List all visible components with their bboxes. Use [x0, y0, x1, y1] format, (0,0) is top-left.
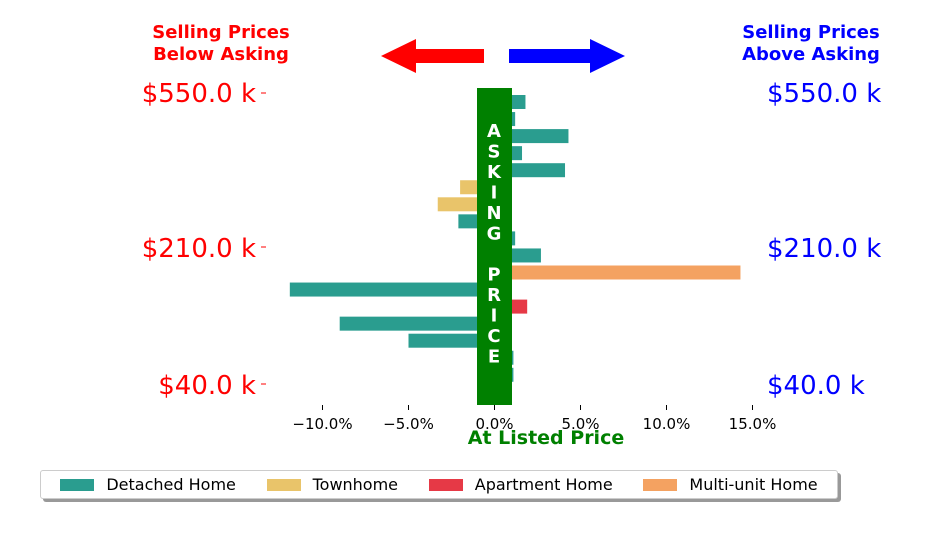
x-tick-label-5: 10.0% — [643, 415, 691, 433]
asking-price-letter-10: I — [491, 306, 498, 327]
bar-3 — [494, 129, 569, 144]
legend-item-detached: Detached Home — [60, 475, 236, 494]
asking-price-band — [477, 88, 512, 405]
x-tick-label-3: 0.0% — [475, 415, 513, 433]
legend-swatch-multiunit — [643, 478, 678, 491]
right-arrow-icon — [509, 39, 625, 73]
header-above-line1: Selling Prices — [742, 22, 879, 43]
left-arrow-icon — [381, 39, 484, 73]
header-below-line2: Below Asking — [153, 44, 289, 65]
legend-swatch-detached — [60, 478, 95, 491]
bar-14 — [339, 316, 495, 331]
x-axis-label: At Listed Price — [468, 427, 624, 449]
asking-price-letter-4: I — [491, 183, 498, 204]
asking-price-letter-8: P — [487, 265, 500, 286]
bar-12 — [289, 282, 495, 297]
asking-price-letter-12: E — [488, 347, 500, 368]
asking-price-letter-11: C — [487, 326, 500, 347]
asking-price-letter-9: R — [487, 285, 501, 306]
x-tick-label-2: −5.0% — [383, 415, 434, 433]
legend: Detached Home Townhome Apartment Home Mu… — [40, 470, 838, 499]
legend-swatch-townhome — [266, 478, 301, 491]
x-tick-label-6: 15.0% — [729, 415, 777, 433]
x-tick-label-1: −10.0% — [292, 415, 352, 433]
price-tick-right-3: $40.0 k — [767, 371, 865, 401]
legend-label-apartment: Apartment Home — [474, 475, 613, 494]
price-tick-left-2: $210.0 k — [142, 234, 256, 264]
bar-15 — [408, 333, 495, 348]
x-axis: −10.0% −5.0% 0.0% 5.0% 10.0% 15.0% — [292, 405, 776, 433]
bar-11 — [494, 265, 741, 280]
price-tick-right-2: $210.0 k — [767, 234, 881, 264]
price-tick-right-1: $550.0 k — [767, 79, 881, 109]
legend-label-detached: Detached Home — [106, 475, 236, 494]
asking-price-letter-1: A — [487, 121, 501, 142]
asking-price-letter-2: S — [488, 142, 501, 163]
price-tick-left-3: $40.0 k — [158, 371, 256, 401]
header-above-line2: Above Asking — [742, 44, 880, 65]
asking-price-letter-6: G — [487, 224, 502, 245]
price-tick-left-1: $550.0 k — [142, 79, 256, 109]
header-below-line1: Selling Prices — [152, 22, 289, 43]
legend-label-townhome: Townhome — [312, 475, 399, 494]
asking-price-letter-3: K — [487, 162, 502, 183]
legend-swatch-apartment — [428, 478, 463, 491]
legend-item-townhome: Townhome — [266, 475, 399, 494]
bar-5 — [494, 163, 566, 178]
bar-group — [289, 95, 741, 382]
legend-label-multiunit: Multi-unit Home — [689, 475, 818, 494]
legend-item-multiunit: Multi-unit Home — [643, 475, 818, 494]
asking-price-letter-5: N — [486, 203, 501, 224]
x-tick-label-4: 5.0% — [561, 415, 599, 433]
legend-item-apartment: Apartment Home — [428, 475, 613, 494]
